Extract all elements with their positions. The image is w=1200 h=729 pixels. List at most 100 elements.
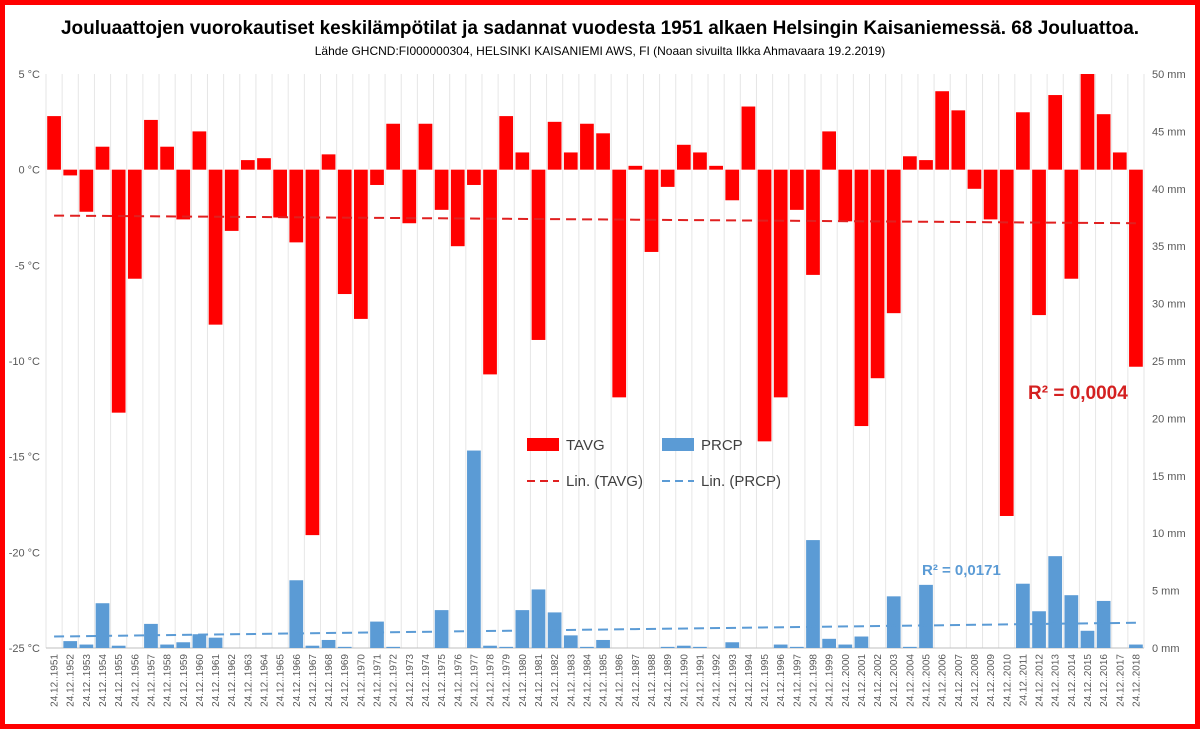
prcp-bar [305,645,320,648]
x-axis-tick-label: 24.12..1957 [146,654,157,707]
tavg-bar [903,156,917,170]
tavg-bar [450,169,465,247]
prcp-bar [499,646,514,648]
tavg-bar [838,169,853,222]
x-axis-tick-label: 24.12..2004 [905,654,916,707]
tavg-bar [144,119,158,170]
prcp-bar [95,603,110,648]
x-axis-tick-label: 24.12..1994 [744,654,755,707]
x-axis-tick-label: 24.12..2006 [938,654,949,707]
x-axis-tick-label: 24.12..1977 [469,654,480,707]
tavg-bar [1080,74,1095,170]
x-axis-tick-label: 24.12..2007 [954,654,965,707]
x-axis-tick-label: 24.12..1959 [179,654,190,707]
x-axis-tick-label: 24.12..1975 [437,654,448,707]
right-axis-tick-label: 10 mm [1152,528,1186,540]
x-axis-tick-label: 24.12..2005 [922,654,933,707]
tavg-bar [1096,114,1111,170]
x-axis-tick-label: 24.12..1971 [373,654,384,707]
legend-label-trend-prcp: Lin. (PRCP) [701,473,781,490]
tavg-bar [676,144,691,170]
prcp-bar [854,636,869,648]
tavg-bar [725,169,740,201]
tavg-bar [176,169,191,220]
x-axis-tick-label: 24.12..1979 [502,654,513,707]
x-axis-tick-label: 24.12..2014 [1067,654,1078,707]
x-axis-tick-label: 24.12..1981 [534,654,545,707]
prcp-bars [63,450,1143,648]
tavg-bar [999,169,1014,516]
right-axis-tick-label: 50 mm [1152,69,1186,81]
tavg-bar [434,169,449,210]
tavg-bar [660,169,675,187]
x-axis-tick-label: 24.12..1969 [340,654,351,707]
prcp-bar [160,644,174,648]
tavg-bar [305,169,320,536]
x-axis-tick-label: 24.12..1953 [82,654,93,707]
x-axis-tick-label: 24.12..1985 [599,654,610,707]
x-axis-tick-label: 24.12..1974 [421,654,432,707]
prcp-bar [1096,600,1111,648]
tavg-bar [612,169,627,398]
right-axis-tick-label: 15 mm [1152,471,1186,483]
left-axis-tick-label: -10 °C [9,356,40,368]
prcp-bar [79,644,94,648]
prcp-bar [111,645,126,648]
prcp-bar [63,641,78,648]
prcp-bar [822,638,836,648]
x-axis-tick-label: 24.12..1955 [114,654,125,707]
x-axis-tick-label: 24.12..2013 [1051,654,1062,707]
prcp-bar [660,646,675,648]
x-axis-tick-label: 24.12..2010 [1002,654,1013,707]
tavg-bar [919,160,933,170]
tavg-bar [63,169,78,176]
right-axis-tick-label: 25 mm [1152,356,1186,368]
x-axis-tick-label: 24.12..2009 [986,654,997,707]
x-axis-tick-label: 24.12..2003 [889,654,900,707]
x-axis-tick-label: 24.12..1989 [663,654,674,707]
prcp-bar [1129,644,1143,648]
right-axis-tick-label: 30 mm [1152,299,1186,311]
x-axis-tick-label: 24.12..1951 [50,654,61,707]
x-axis-tick-label: 24.12..1980 [518,654,529,707]
tavg-bar [644,169,659,252]
tavg-bar [111,169,126,413]
left-axis-tick-label: 5 °C [18,69,40,81]
x-axis-tick-label: 24.12..1978 [486,654,497,707]
prcp-bar [531,589,546,648]
prcp-bar [386,646,401,648]
x-axis-tick-label: 24.12..1988 [647,654,658,707]
tavg-bar [240,160,255,170]
prcp-bar [1032,611,1046,648]
right-axis-tick-label: 20 mm [1152,413,1186,425]
r-squared-tavg: R² = 0,0004 [1028,383,1128,404]
prcp-bar [580,646,594,648]
tavg-bar [709,165,723,170]
tavg-bar [741,106,756,170]
tavg-bar [321,154,336,170]
x-axis-tick-label: 24.12..1990 [679,654,690,707]
left-axis-tick-label: -20 °C [9,547,40,559]
tavg-bar [628,165,643,170]
x-axis-tick-label: 24.12..1963 [243,654,254,707]
x-axis-tick-label: 24.12..1982 [550,654,561,707]
prcp-bar [1048,556,1063,648]
tavg-bar [822,131,836,170]
prcp-bar [1064,595,1079,648]
tavg-bar [757,169,772,442]
left-axis-tick-labels: 5 °C 0 °C -5 °C -10 °C -15 °C -20 °C -25 °C [9,69,40,655]
tavg-bar [693,152,707,170]
prcp-bar [676,645,691,648]
prcp-bar [321,639,336,648]
left-axis-tick-label: -5 °C [15,260,40,272]
tavg-bar [1129,169,1143,367]
x-axis-tick-label: 24.12..2001 [857,654,868,707]
tavg-bar [47,116,61,170]
x-axis-tick-label: 24.12..1993 [728,654,739,707]
x-axis-tick-label: 24.12..1964 [259,654,270,707]
x-axis-tick-label: 24.12..1958 [163,654,174,707]
tavg-bar [547,121,562,170]
prcp-bar [773,644,788,648]
tavg-bar [563,152,578,170]
